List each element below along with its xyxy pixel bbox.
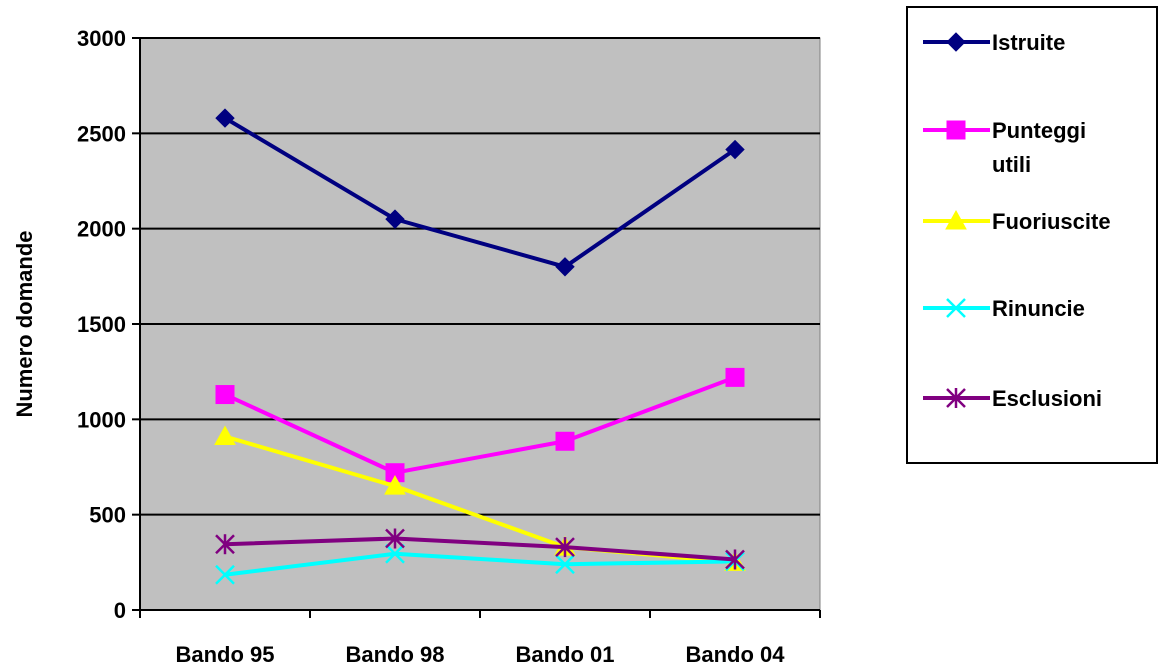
- x-tick-label: Bando 04: [685, 642, 785, 666]
- data-point: [555, 537, 575, 558]
- legend-label: Esclusioni: [992, 386, 1102, 411]
- y-axis-title: Numero domande: [12, 230, 37, 417]
- data-point: [725, 549, 745, 570]
- series-esclusioni: [215, 528, 745, 570]
- series-istruite: [215, 108, 745, 277]
- legend-label: Istruite: [992, 30, 1065, 55]
- legend-box: [906, 6, 1158, 464]
- legend-marker: [946, 388, 966, 408]
- y-tick-label: 3000: [77, 26, 126, 51]
- series-line: [224, 536, 736, 562]
- legend-entry: Istruite: [923, 30, 1065, 55]
- y-tick-label: 1000: [77, 407, 126, 432]
- x-tick-label: Bando 01: [515, 642, 614, 666]
- data-point: [215, 385, 235, 405]
- data-point: [215, 564, 235, 585]
- data-point: [385, 209, 405, 229]
- data-point: [555, 257, 575, 277]
- x-tick-label: Bando 95: [175, 642, 274, 666]
- legend-label: utili: [992, 152, 1031, 177]
- data-point: [215, 108, 235, 128]
- series-line: [224, 551, 736, 577]
- legend-entry: Punteggi utili: [923, 118, 1086, 177]
- legend-entry: Fuoriuscite: [923, 209, 1111, 234]
- series-line: [223, 116, 737, 269]
- y-tick-label: 500: [89, 503, 126, 528]
- data-point: [725, 139, 745, 160]
- y-tick-label: 0: [114, 598, 126, 623]
- data-point: [384, 475, 406, 495]
- series-layer: [214, 108, 746, 585]
- data-point: [214, 425, 236, 445]
- legend: Istruite Punteggi utili Fuoriuscite Rinuncie…: [923, 30, 1111, 411]
- legend-marker: [946, 120, 966, 140]
- legend-label: Punteggi: [992, 118, 1086, 143]
- legend-entry: Rinuncie: [923, 296, 1085, 321]
- legend-label: Rinuncie: [992, 296, 1085, 321]
- legend-label: Fuoriuscite: [992, 209, 1111, 234]
- data-point: [555, 431, 575, 451]
- data-point: [215, 534, 235, 555]
- legend-marker: [946, 298, 966, 318]
- y-tick-label: 1500: [77, 312, 126, 337]
- data-point: [725, 367, 745, 387]
- data-point: [385, 543, 405, 564]
- data-point: [555, 554, 575, 575]
- data-point: [385, 528, 405, 549]
- series-line: [224, 375, 736, 475]
- legend-marker: [946, 32, 966, 52]
- x-tick-label: Bando 98: [345, 642, 444, 666]
- legend-entry: Esclusioni: [923, 386, 1102, 411]
- legend-marker: [945, 209, 967, 230]
- axes: 0 500 1000 1500 2000 2500 3000 Bando 95 Bando 98…: [77, 26, 821, 666]
- y-tick-label: 2000: [77, 217, 126, 242]
- y-tick-label: 2500: [77, 121, 126, 146]
